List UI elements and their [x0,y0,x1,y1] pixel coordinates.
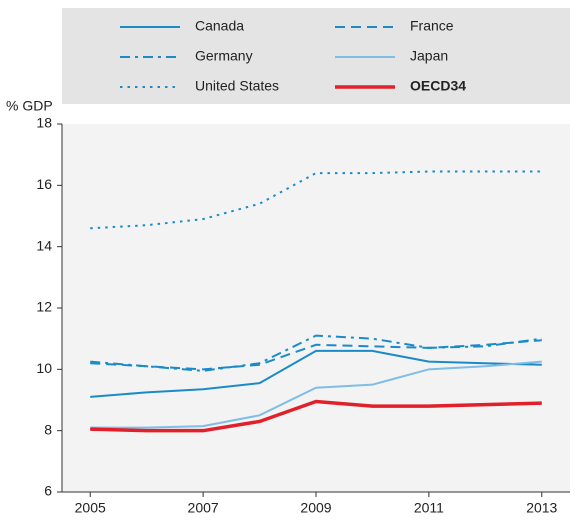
legend-box [62,8,570,104]
legend-label: Japan [410,48,448,64]
x-tick-label: 2011 [414,500,444,516]
plot-area [62,124,570,492]
y-tick-label: 16 [36,176,52,192]
x-tick-label: 2013 [526,500,557,516]
x-tick-label: 2009 [300,500,331,516]
y-tick-label: 14 [36,237,52,253]
series-line [90,339,542,371]
series-line [90,349,542,398]
legend-label: Germany [195,48,253,64]
legend-label: United States [195,78,279,94]
y-tick-label: 8 [44,421,52,437]
y-tick-label: 6 [44,483,52,499]
y-tick-label: 12 [36,299,52,315]
series-line [90,334,542,372]
legend-label: Canada [195,18,244,34]
series-line [90,170,542,230]
series-line [90,360,542,429]
y-tick-label: 18 [36,115,52,131]
y-axis-label: % GDP [6,98,53,114]
x-tick-label: 2007 [188,500,219,516]
x-tick-label: 2005 [75,500,106,516]
legend-label: OECD34 [410,78,466,94]
legend-label: France [410,18,454,34]
series-line [90,399,542,433]
y-tick-label: 10 [36,360,52,376]
